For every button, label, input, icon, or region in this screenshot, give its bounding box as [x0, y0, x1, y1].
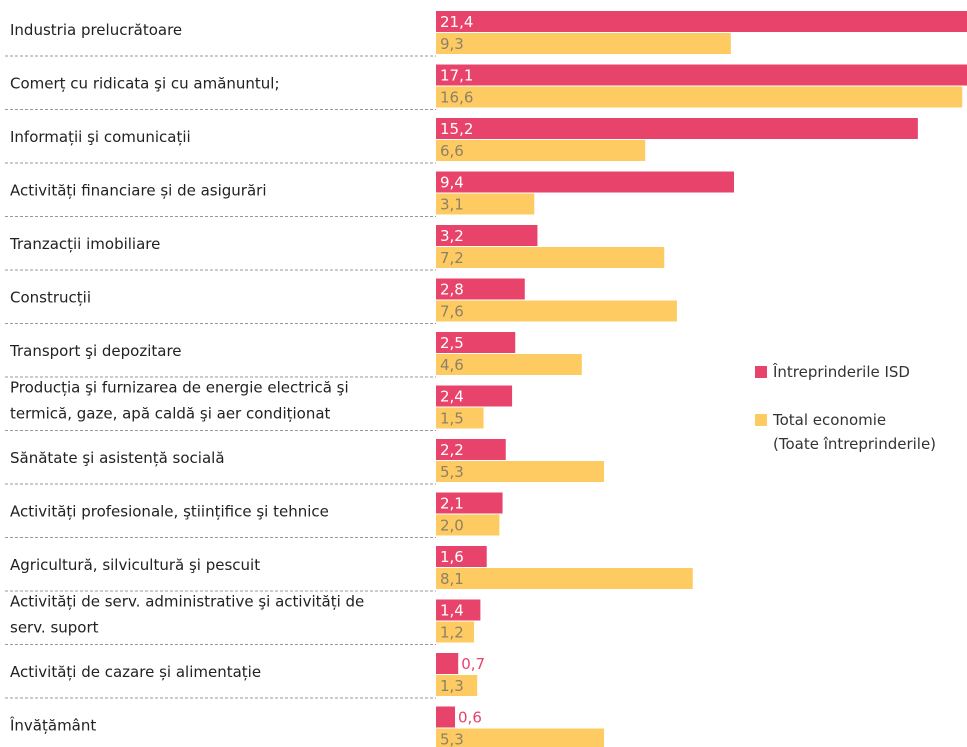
bar: [436, 621, 475, 643]
text-line: serv. suport: [10, 618, 99, 636]
value-label: 2,4: [440, 388, 464, 406]
category-label: Agricultură, silvicultură şi pescuit: [10, 556, 260, 574]
category-label: Activități financiare și de asigurări: [10, 181, 267, 199]
value-label: 2,5: [440, 334, 464, 352]
category-label: Tranzacții imobiliare: [9, 235, 160, 253]
bar: [436, 675, 478, 696]
value-label: 0,7: [461, 655, 485, 673]
text-line: Comerț cu ridicata şi cu amănuntul;: [10, 74, 280, 92]
value-label: 15,2: [440, 120, 473, 138]
bar: [436, 225, 538, 246]
bar: [436, 492, 503, 514]
category-label: Activități de cazare și alimentație: [10, 663, 261, 681]
text-line: Sănătate şi asistență socială: [10, 449, 225, 467]
bar: [436, 653, 459, 674]
text-line: Învățământ: [9, 715, 96, 734]
value-label: 6,6: [440, 142, 464, 160]
bar: [436, 33, 731, 54]
text-line: Activități profesionale, ştiințifice şi …: [10, 502, 329, 520]
value-label: 1,5: [440, 410, 464, 428]
category-label: Informații şi comunicații: [10, 128, 191, 146]
text-line: Activități financiare și de asigurări: [10, 181, 267, 199]
value-label: 2,1: [440, 495, 464, 513]
text-line: termică, gaze, apă caldă şi aer condițio…: [10, 404, 331, 422]
bar: [436, 728, 605, 747]
text-line: Întreprinderile ISD: [772, 362, 910, 381]
bar: [436, 546, 487, 567]
value-label: 21,4: [440, 13, 473, 31]
value-label: 17,1: [440, 67, 473, 85]
value-label: 9,3: [440, 35, 464, 53]
value-label: 5,3: [440, 463, 464, 481]
bar: [436, 332, 516, 353]
text-line: Construcții: [10, 288, 91, 306]
bar: [436, 706, 456, 728]
category-label: Comerț cu ridicata şi cu amănuntul;: [10, 74, 280, 92]
bar: [436, 193, 535, 215]
value-label: 2,0: [440, 517, 464, 535]
bar: [436, 86, 963, 108]
value-label: 3,1: [440, 196, 464, 214]
value-label: 5,3: [440, 731, 464, 747]
value-label: 0,6: [458, 709, 482, 727]
value-label: 1,4: [440, 602, 464, 620]
category-label: Producția şi furnizarea de energie elect…: [10, 378, 349, 422]
text-line: Informații şi comunicații: [10, 128, 191, 146]
text-line: Agricultură, silvicultură şi pescuit: [10, 556, 260, 574]
value-label: 7,6: [440, 303, 464, 321]
bar: [436, 568, 693, 589]
value-label: 9,4: [440, 174, 464, 192]
bar: [436, 300, 677, 322]
value-label: 2,8: [440, 281, 464, 299]
bar: [436, 171, 734, 193]
legend-label: Total economie (Toate întreprinderile): [772, 411, 936, 453]
value-label: 3,2: [440, 227, 464, 245]
value-label: 16,6: [440, 89, 473, 107]
bar: [436, 118, 918, 139]
bar: [436, 461, 605, 482]
value-label: 1,2: [440, 624, 464, 642]
bar: [436, 439, 506, 460]
bar: [436, 140, 646, 161]
text-line: Industria prelucrătoare: [10, 21, 182, 39]
bar: [436, 247, 665, 268]
category-label: Activități de serv. administrative şi ac…: [10, 592, 364, 636]
bar: [436, 599, 481, 621]
value-label: 4,6: [440, 356, 464, 374]
text-line: Producția şi furnizarea de energie elect…: [10, 378, 349, 396]
value-label: 8,1: [440, 570, 464, 588]
legend-swatch: [755, 366, 767, 378]
bar: [436, 11, 967, 32]
value-label: 1,3: [440, 677, 464, 695]
legend-swatch: [755, 414, 767, 426]
category-label: Sănătate şi asistență socială: [10, 449, 225, 467]
bar: [436, 385, 513, 407]
category-label: Activități profesionale, ştiințifice şi …: [10, 502, 329, 520]
bar: [436, 354, 582, 375]
category-label: Industria prelucrătoare: [10, 21, 182, 39]
bar: [436, 514, 500, 536]
category-label: Învățământ: [9, 715, 96, 734]
bar: [436, 278, 525, 300]
category-label: Transport şi depozitare: [9, 342, 182, 360]
bar: [436, 407, 484, 429]
text-line: (Toate întreprinderile): [773, 435, 936, 453]
text-line: Activități de cazare și alimentație: [10, 663, 261, 681]
legend-label: Întreprinderile ISD: [772, 362, 910, 381]
value-label: 7,2: [440, 249, 464, 267]
category-label: Construcții: [10, 288, 91, 306]
text-line: Activități de serv. administrative şi ac…: [10, 592, 364, 610]
text-line: Transport şi depozitare: [9, 342, 182, 360]
value-label: 1,6: [440, 548, 464, 566]
text-line: Tranzacții imobiliare: [9, 235, 160, 253]
text-line: Total economie: [772, 411, 886, 429]
value-label: 2,2: [440, 441, 464, 459]
bar: [436, 64, 967, 86]
